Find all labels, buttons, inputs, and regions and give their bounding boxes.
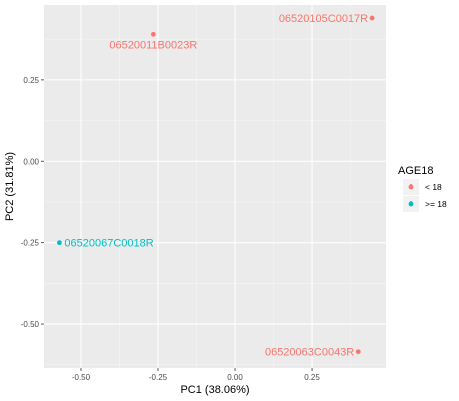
y-axis-ticks: -0.50 -0.25 0.00 0.25 bbox=[21, 76, 44, 329]
plot-panel bbox=[44, 5, 386, 368]
point-labels: 06520011B0023R 06520105C0017R 06520067C001… bbox=[64, 13, 368, 359]
minor-gridlines bbox=[44, 5, 386, 368]
data-point bbox=[150, 31, 156, 37]
legend-label-glyph: a bbox=[409, 184, 413, 190]
y-tick-label: -0.25 bbox=[21, 239, 40, 248]
y-axis-title: PC2 (31.81%) bbox=[4, 152, 16, 221]
point-label: 06520105C0017R bbox=[279, 13, 368, 25]
x-tick-label: -0.25 bbox=[149, 373, 168, 382]
x-tick-label: -0.50 bbox=[72, 373, 91, 382]
legend-label: < 18 bbox=[425, 182, 442, 192]
y-tick-label: 0.25 bbox=[23, 76, 39, 85]
data-points bbox=[57, 15, 375, 355]
data-point bbox=[57, 240, 62, 246]
point-label: 06520067C0018R bbox=[64, 238, 153, 250]
major-gridlines bbox=[44, 5, 386, 368]
x-axis-title: PC1 (38.06%) bbox=[180, 384, 249, 396]
x-tick-label: 0.25 bbox=[304, 373, 320, 382]
legend-title: AGE18 bbox=[398, 165, 433, 177]
point-label: 06520011B0023R bbox=[109, 39, 197, 51]
point-label: 06520063C0043R bbox=[265, 347, 354, 359]
legend-swatch bbox=[408, 184, 414, 190]
data-point bbox=[369, 15, 375, 21]
legend-label-glyph: a bbox=[409, 201, 413, 207]
legend-label: >= 18 bbox=[425, 199, 447, 209]
y-tick-label: -0.50 bbox=[21, 320, 40, 329]
legend-swatch bbox=[408, 201, 414, 207]
x-tick-label: 0.00 bbox=[227, 373, 243, 382]
y-tick-label: 0.00 bbox=[23, 157, 39, 166]
legend: AGE18 a < 18 a >= 18 bbox=[398, 165, 447, 212]
data-point bbox=[355, 349, 361, 355]
x-axis-ticks: -0.50 -0.25 0.00 0.25 bbox=[72, 368, 320, 382]
